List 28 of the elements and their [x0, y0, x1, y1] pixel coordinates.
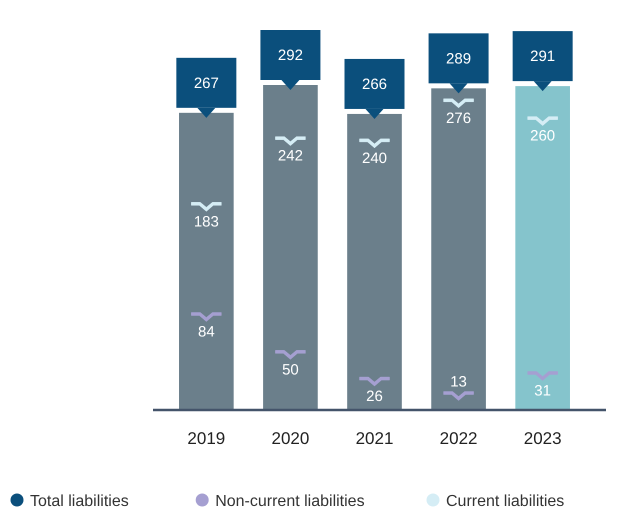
- data-label: 240: [362, 150, 388, 167]
- data-label: 267: [194, 74, 219, 92]
- data-label: 289: [446, 50, 472, 68]
- data-label: 13: [450, 374, 467, 391]
- x-tick-label: 2022: [440, 429, 478, 448]
- bar: [515, 86, 570, 410]
- data-label: 84: [198, 324, 215, 341]
- x-tick-label: 2020: [272, 429, 310, 448]
- data-label: 242: [278, 148, 303, 165]
- legend-label: Total liabilities: [30, 493, 129, 510]
- data-label: 50: [282, 361, 299, 378]
- data-label: 260: [530, 128, 556, 145]
- data-label: 266: [362, 76, 388, 93]
- legend-label: Non-current liabilities: [215, 493, 365, 510]
- data-label: 183: [194, 213, 219, 230]
- x-tick-label: 2021: [356, 429, 394, 448]
- data-label: 291: [530, 48, 556, 66]
- bar: [347, 114, 402, 410]
- data-label: 26: [366, 388, 383, 406]
- data-label: 31: [534, 382, 551, 400]
- bar: [179, 112, 234, 410]
- x-tick-label: 2023: [524, 429, 562, 448]
- data-label: 292: [278, 47, 303, 64]
- bar: [263, 85, 318, 410]
- legend-label: Current liabilities: [446, 493, 564, 510]
- x-tick-label: 2019: [187, 429, 226, 448]
- bar: [431, 88, 486, 410]
- data-label: 276: [446, 110, 472, 127]
